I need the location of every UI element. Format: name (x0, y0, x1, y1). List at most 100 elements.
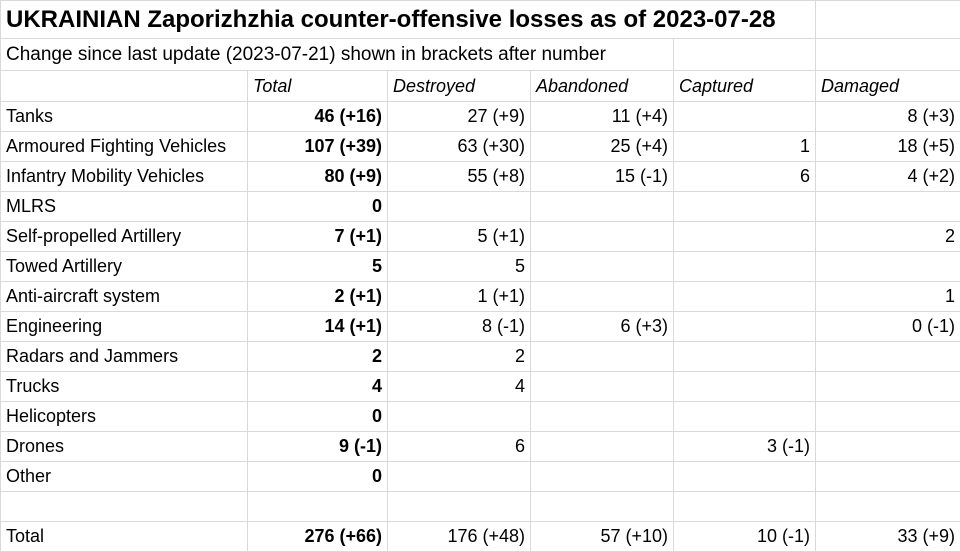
cell-category[interactable]: Armoured Fighting Vehicles (1, 132, 248, 162)
cell-captured[interactable]: 1 (674, 132, 816, 162)
cell-captured[interactable] (674, 372, 816, 402)
cell-damaged[interactable] (816, 342, 960, 372)
cell-damaged[interactable] (816, 462, 960, 492)
cell-category[interactable]: Towed Artillery (1, 252, 248, 282)
cell-category[interactable]: Anti-aircraft system (1, 282, 248, 312)
cell-damaged[interactable] (816, 492, 960, 522)
cell-category[interactable]: Tanks (1, 102, 248, 132)
cell-damaged[interactable] (816, 192, 960, 222)
cell-captured[interactable] (674, 342, 816, 372)
cell-captured[interactable] (674, 102, 816, 132)
cell-destroyed[interactable]: 176 (+48) (388, 522, 531, 552)
cell-damaged[interactable]: 2 (816, 222, 960, 252)
cell-captured[interactable] (674, 222, 816, 252)
cell-total[interactable]: 107 (+39) (248, 132, 388, 162)
cell-destroyed[interactable]: 4 (388, 372, 531, 402)
cell-captured[interactable] (674, 192, 816, 222)
cell-category[interactable]: Drones (1, 432, 248, 462)
cell-captured[interactable]: 10 (-1) (674, 522, 816, 552)
cell-damaged[interactable] (816, 372, 960, 402)
cell-category[interactable]: Trucks (1, 372, 248, 402)
cell-total[interactable]: 0 (248, 402, 388, 432)
cell-damaged[interactable]: 8 (+3) (816, 102, 960, 132)
cell-total[interactable]: 14 (+1) (248, 312, 388, 342)
cell-damaged[interactable]: 4 (+2) (816, 162, 960, 192)
header-cell[interactable] (1, 71, 248, 102)
cell-category[interactable] (1, 492, 248, 522)
cell[interactable] (816, 1, 960, 39)
cell-damaged[interactable]: 18 (+5) (816, 132, 960, 162)
cell-category[interactable]: MLRS (1, 192, 248, 222)
cell-captured[interactable] (674, 312, 816, 342)
cell-total[interactable]: 0 (248, 462, 388, 492)
cell-destroyed[interactable] (388, 462, 531, 492)
cell-damaged[interactable] (816, 432, 960, 462)
cell-category[interactable]: Other (1, 462, 248, 492)
cell[interactable] (816, 39, 960, 71)
header-destroyed[interactable]: Destroyed (388, 71, 531, 102)
cell-abandoned[interactable] (531, 282, 674, 312)
sheet-title[interactable]: UKRAINIAN Zaporizhzhia counter-offensive… (1, 1, 816, 39)
cell-captured[interactable]: 3 (-1) (674, 432, 816, 462)
cell-category[interactable]: Total (1, 522, 248, 552)
cell-destroyed[interactable] (388, 402, 531, 432)
cell-category[interactable]: Helicopters (1, 402, 248, 432)
cell[interactable] (674, 39, 816, 71)
cell-abandoned[interactable]: 25 (+4) (531, 132, 674, 162)
cell-total[interactable] (248, 492, 388, 522)
cell-destroyed[interactable]: 1 (+1) (388, 282, 531, 312)
cell-category[interactable]: Radars and Jammers (1, 342, 248, 372)
cell-destroyed[interactable]: 6 (388, 432, 531, 462)
cell-damaged[interactable]: 0 (-1) (816, 312, 960, 342)
cell-captured[interactable] (674, 402, 816, 432)
sheet-subtitle[interactable]: Change since last update (2023-07-21) sh… (1, 39, 674, 71)
cell-abandoned[interactable] (531, 402, 674, 432)
header-captured[interactable]: Captured (674, 71, 816, 102)
cell-captured[interactable] (674, 492, 816, 522)
cell-abandoned[interactable]: 15 (-1) (531, 162, 674, 192)
cell-total[interactable]: 0 (248, 192, 388, 222)
header-abandoned[interactable]: Abandoned (531, 71, 674, 102)
cell-total[interactable]: 7 (+1) (248, 222, 388, 252)
cell-captured[interactable] (674, 282, 816, 312)
cell-destroyed[interactable]: 5 (+1) (388, 222, 531, 252)
cell-destroyed[interactable] (388, 192, 531, 222)
cell-abandoned[interactable] (531, 372, 674, 402)
cell-abandoned[interactable] (531, 432, 674, 462)
cell-abandoned[interactable] (531, 192, 674, 222)
cell-destroyed[interactable]: 8 (-1) (388, 312, 531, 342)
cell-abandoned[interactable] (531, 462, 674, 492)
cell-damaged[interactable] (816, 252, 960, 282)
cell-total[interactable]: 5 (248, 252, 388, 282)
cell-abandoned[interactable]: 11 (+4) (531, 102, 674, 132)
cell-total[interactable]: 9 (-1) (248, 432, 388, 462)
cell-category[interactable]: Infantry Mobility Vehicles (1, 162, 248, 192)
cell-total[interactable]: 2 (+1) (248, 282, 388, 312)
cell-destroyed[interactable]: 27 (+9) (388, 102, 531, 132)
header-total[interactable]: Total (248, 71, 388, 102)
cell-captured[interactable]: 6 (674, 162, 816, 192)
cell-damaged[interactable] (816, 402, 960, 432)
cell-total[interactable]: 4 (248, 372, 388, 402)
cell-destroyed[interactable]: 5 (388, 252, 531, 282)
header-damaged[interactable]: Damaged (816, 71, 960, 102)
cell-abandoned[interactable]: 6 (+3) (531, 312, 674, 342)
cell-abandoned[interactable] (531, 252, 674, 282)
cell-category[interactable]: Engineering (1, 312, 248, 342)
cell-total[interactable]: 276 (+66) (248, 522, 388, 552)
cell-abandoned[interactable] (531, 222, 674, 252)
cell-total[interactable]: 2 (248, 342, 388, 372)
cell-abandoned[interactable] (531, 342, 674, 372)
cell-category[interactable]: Self-propelled Artillery (1, 222, 248, 252)
cell-destroyed[interactable]: 63 (+30) (388, 132, 531, 162)
cell-total[interactable]: 46 (+16) (248, 102, 388, 132)
cell-destroyed[interactable]: 2 (388, 342, 531, 372)
cell-total[interactable]: 80 (+9) (248, 162, 388, 192)
cell-destroyed[interactable] (388, 492, 531, 522)
cell-captured[interactable] (674, 462, 816, 492)
cell-abandoned[interactable] (531, 492, 674, 522)
cell-destroyed[interactable]: 55 (+8) (388, 162, 531, 192)
cell-captured[interactable] (674, 252, 816, 282)
cell-damaged[interactable]: 1 (816, 282, 960, 312)
cell-abandoned[interactable]: 57 (+10) (531, 522, 674, 552)
